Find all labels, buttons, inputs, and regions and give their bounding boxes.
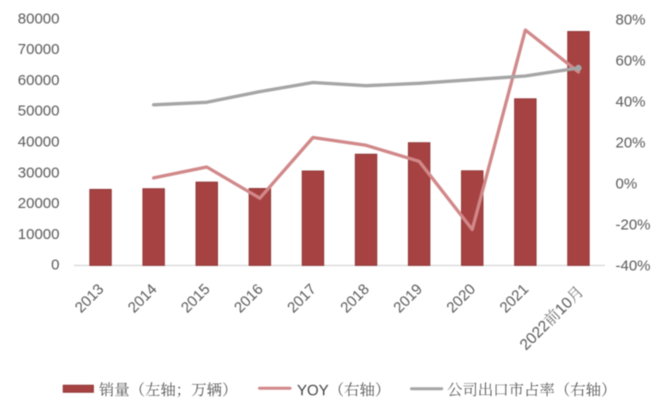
svg-text:80%: 80% <box>616 11 646 28</box>
svg-text:-40%: -40% <box>616 257 651 274</box>
svg-text:20%: 20% <box>616 134 646 151</box>
svg-text:40%: 40% <box>616 93 646 110</box>
svg-text:40000: 40000 <box>18 134 60 151</box>
svg-text:-20%: -20% <box>616 216 651 233</box>
svg-text:70000: 70000 <box>18 41 60 58</box>
svg-text:60%: 60% <box>616 52 646 69</box>
svg-text:10000: 10000 <box>18 226 60 243</box>
svg-text:0%: 0% <box>616 175 638 192</box>
svg-text:20000: 20000 <box>18 195 60 212</box>
svg-text:0: 0 <box>51 257 59 274</box>
svg-text:80000: 80000 <box>18 10 60 27</box>
svg-text:50000: 50000 <box>18 103 60 120</box>
svg-text:30000: 30000 <box>18 164 60 181</box>
svg-text:60000: 60000 <box>18 72 60 89</box>
